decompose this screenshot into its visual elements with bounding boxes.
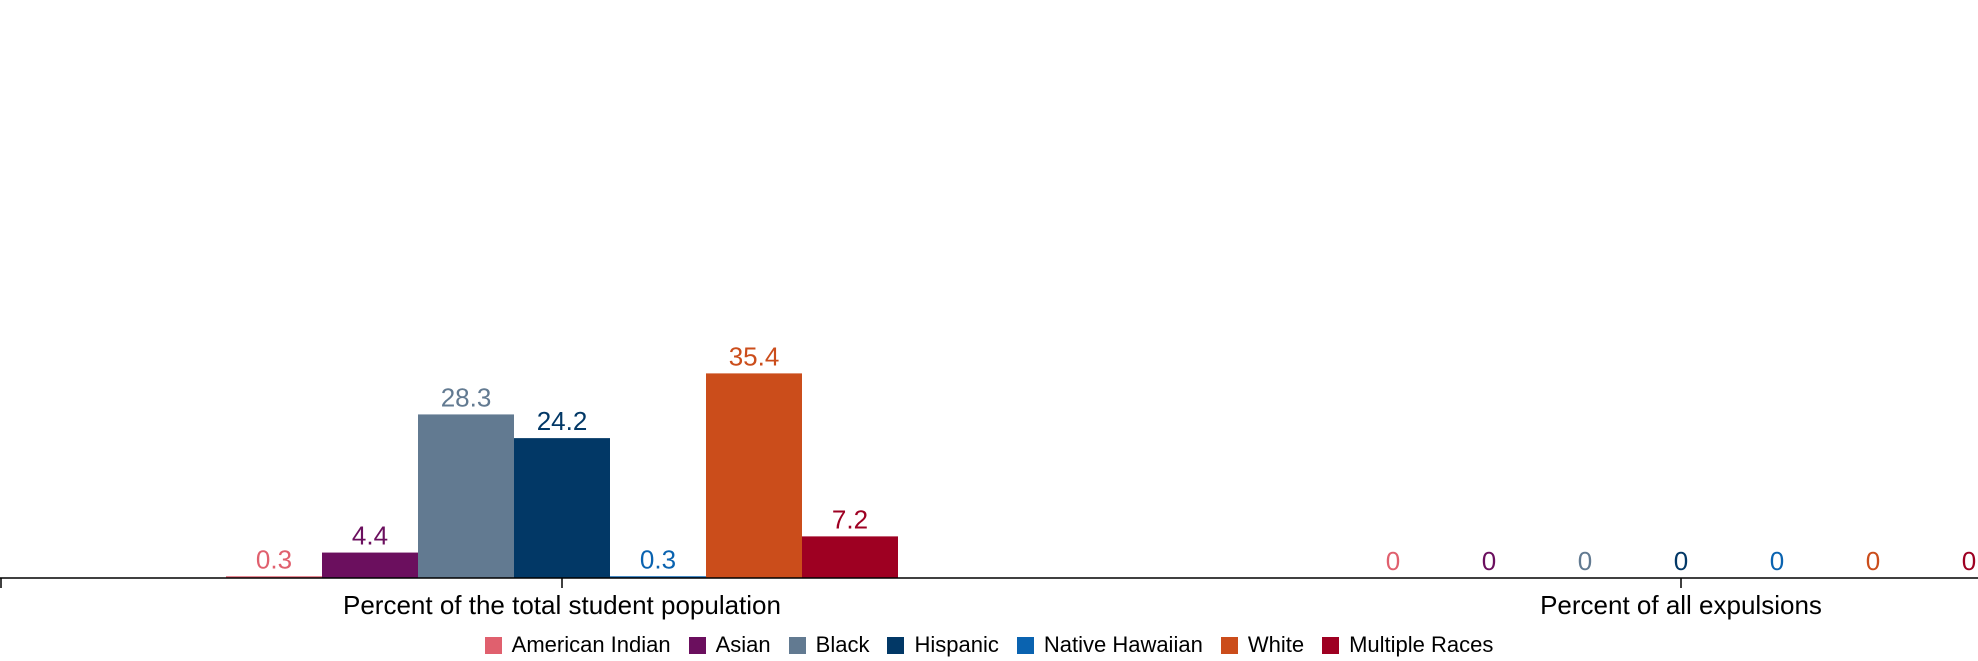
value-labels-layer: 0.3 4.4 28.3 24.2 0.3 35.4 7.2 0 0 0 0 0 0 0 <box>256 341 1976 576</box>
legend-item: Black <box>788 632 870 658</box>
legend-item: Native Hawaiian <box>1016 632 1203 658</box>
bars-layer <box>226 373 898 578</box>
legend-label: Black <box>815 632 870 657</box>
legend-swatch <box>1220 636 1238 654</box>
legend-item: Asian <box>688 632 771 658</box>
bar <box>706 373 802 578</box>
category-label: Percent of all expulsions <box>1540 590 1822 620</box>
bar-value-label: 0 <box>1866 546 1880 576</box>
legend-label: Multiple Races <box>1349 632 1494 657</box>
legend-item: Hispanic <box>887 632 999 658</box>
legend-swatch <box>688 636 706 654</box>
bar-value-label: 24.2 <box>537 406 588 436</box>
legend-swatch <box>484 636 502 654</box>
category-label: Percent of the total student population <box>343 590 781 620</box>
bar <box>322 552 418 578</box>
bar-value-label: 0 <box>1962 546 1976 576</box>
bar <box>802 536 898 578</box>
legend-label: Native Hawaiian <box>1043 632 1203 657</box>
legend-swatch <box>887 636 905 654</box>
bar-value-label: 0 <box>1578 546 1592 576</box>
category-labels-layer: Percent of the total student population P… <box>343 590 1822 620</box>
legend-item: American Indian <box>484 632 671 658</box>
bar-value-label: 28.3 <box>441 382 492 412</box>
bar-value-label: 4.4 <box>352 521 388 551</box>
legend-label: White <box>1247 632 1305 657</box>
legend-item: Multiple Races <box>1322 632 1493 658</box>
legend-label: American Indian <box>511 632 671 657</box>
bar <box>418 414 514 578</box>
bar-value-label: 0 <box>1770 546 1784 576</box>
bar-value-label: 0 <box>1674 546 1688 576</box>
bar-value-label: 35.4 <box>729 341 780 371</box>
x-axis-ticks <box>0 578 1682 588</box>
bar-value-label: 0.3 <box>640 544 676 574</box>
bar-value-label: 0 <box>1482 546 1496 576</box>
bar <box>514 438 610 578</box>
legend-label: Asian <box>715 632 771 657</box>
bar <box>226 576 322 578</box>
bar <box>610 576 706 578</box>
bar-value-label: 0.3 <box>256 544 292 574</box>
legend-swatch <box>788 636 806 654</box>
legend: American Indian Asian Black Hispanic Native … <box>0 632 1978 658</box>
bar-value-label: 0 <box>1386 546 1400 576</box>
bar-value-label: 7.2 <box>832 504 868 534</box>
legend-label: Hispanic <box>914 632 999 657</box>
legend-swatch <box>1016 636 1034 654</box>
legend-item: White <box>1220 632 1305 658</box>
legend-swatch <box>1322 636 1340 654</box>
